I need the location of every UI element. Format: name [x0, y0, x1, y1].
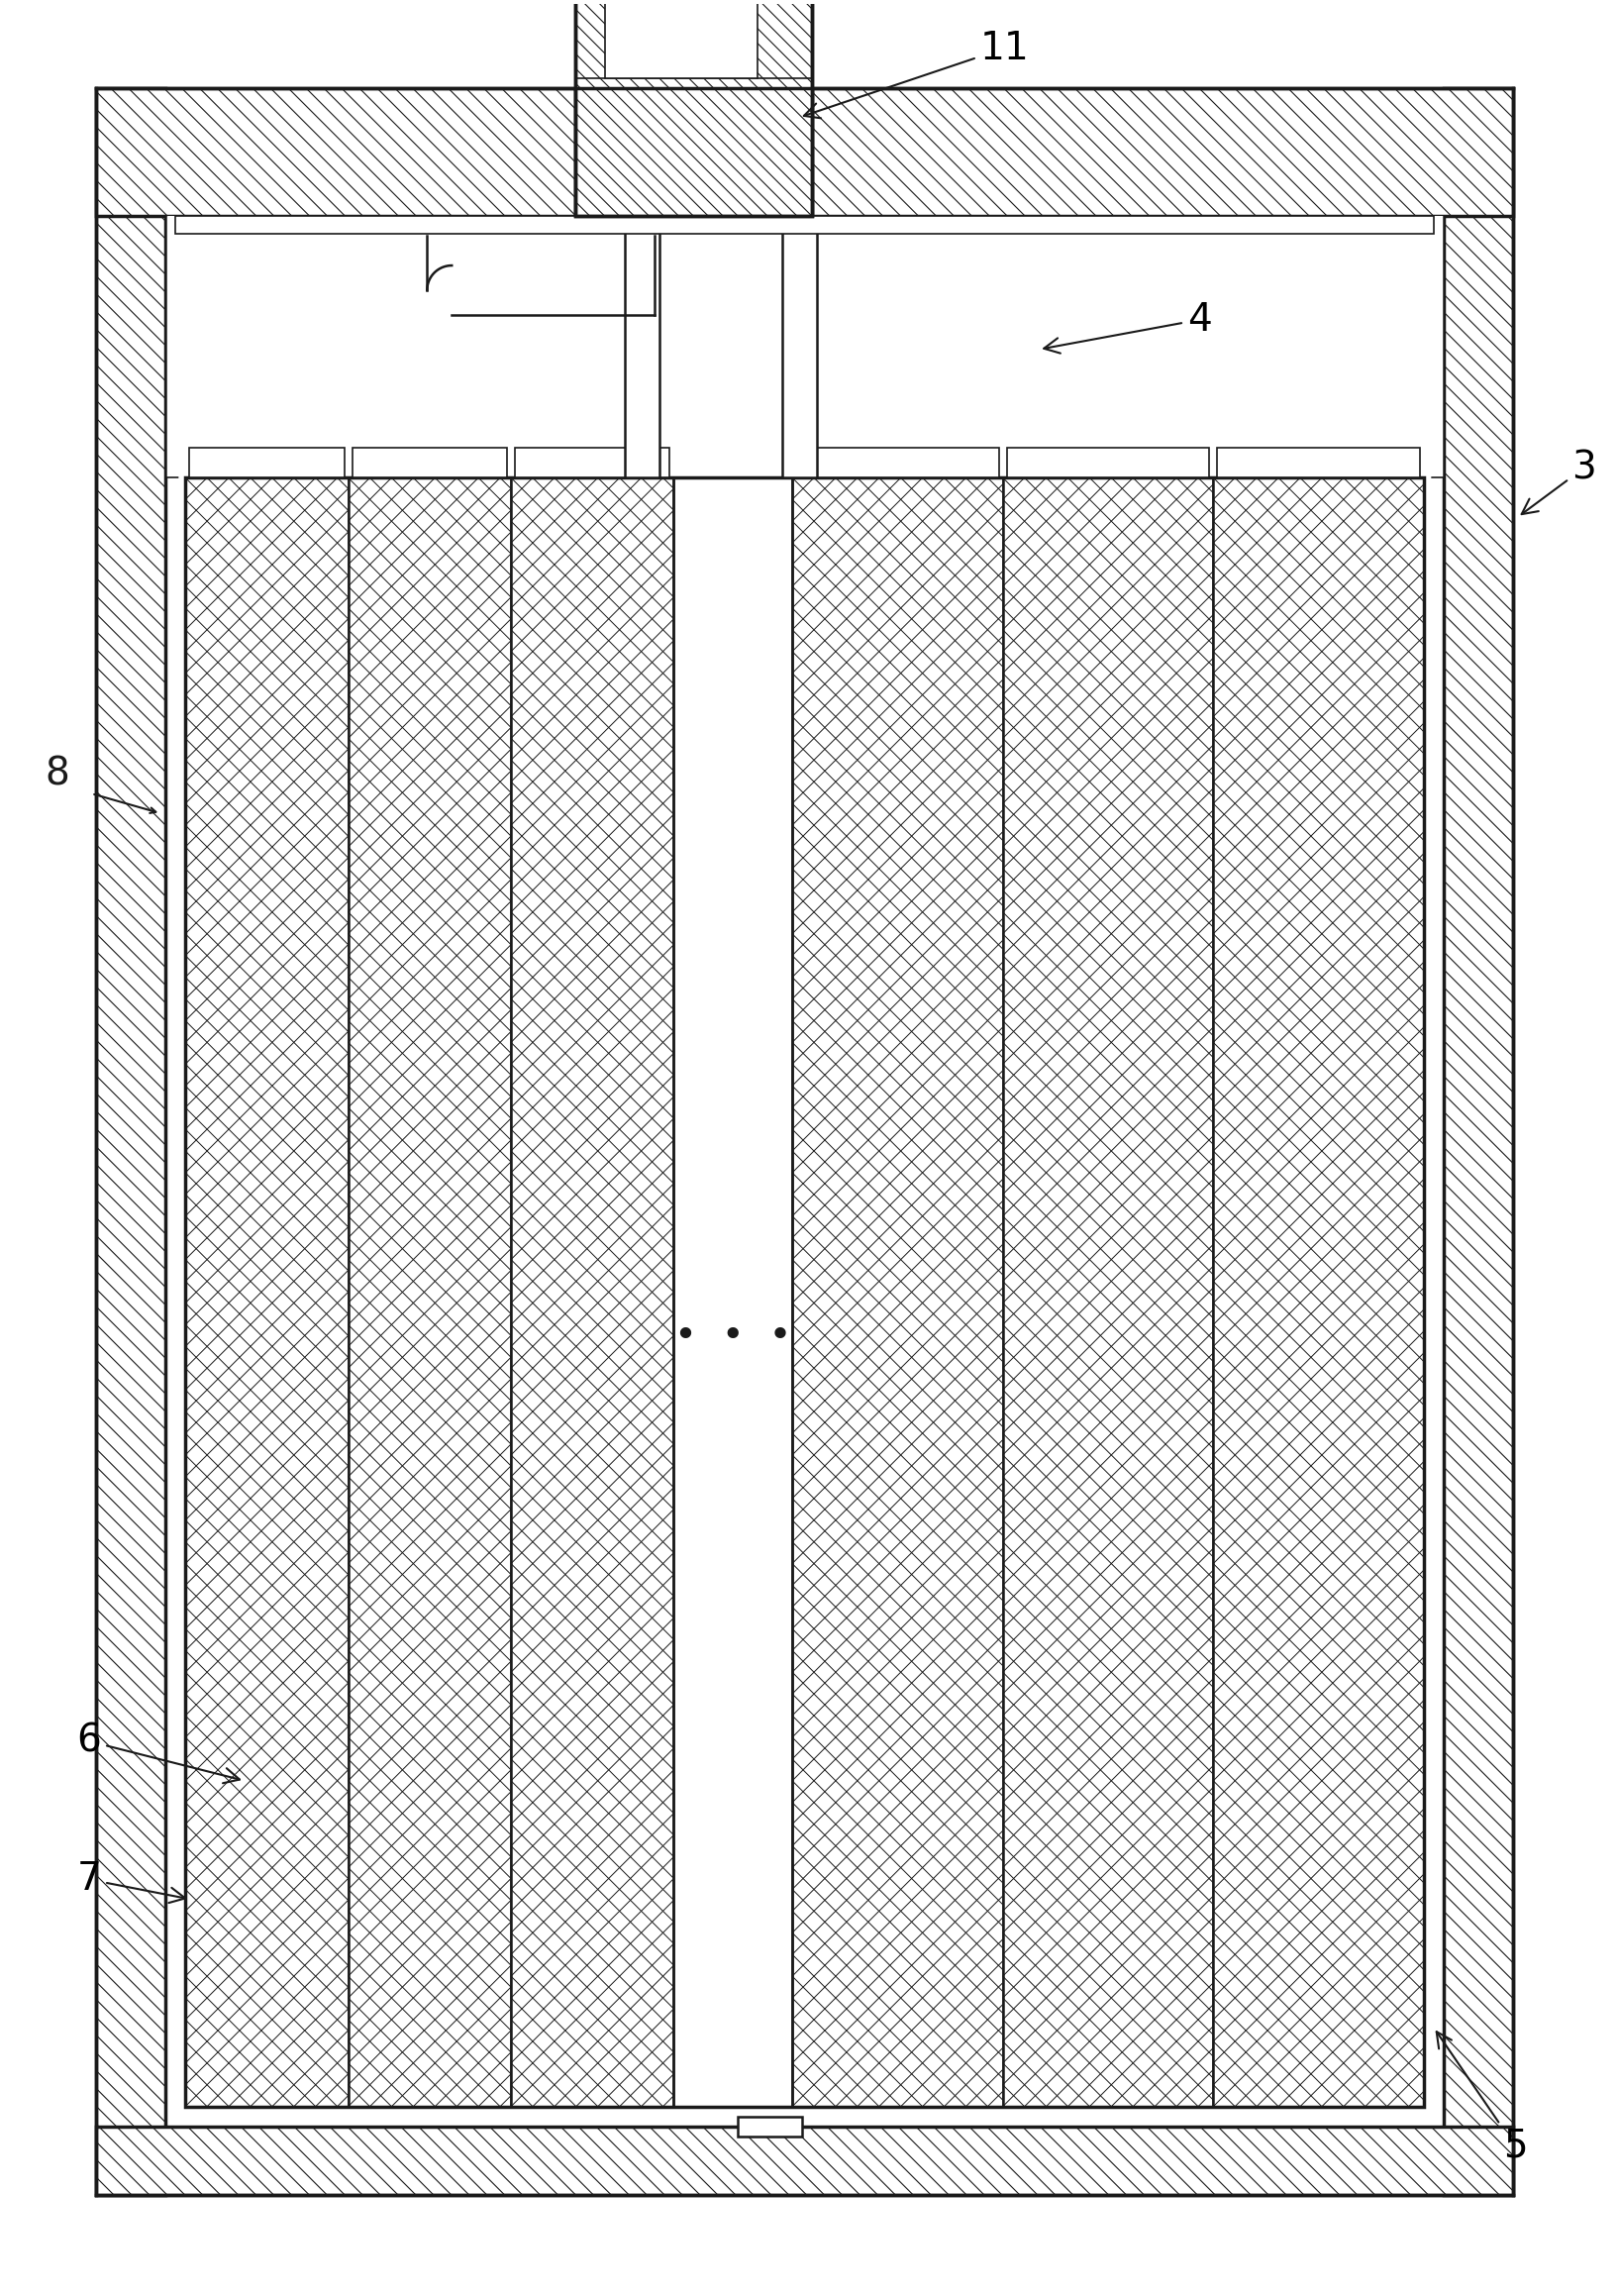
Bar: [186, 478, 1424, 2105]
Text: 11: 11: [804, 30, 1029, 117]
Bar: [1217, 448, 1421, 478]
Bar: [186, 478, 1424, 2105]
Bar: [1006, 448, 1209, 478]
Text: 7: 7: [76, 1860, 186, 1903]
Text: 8: 8: [45, 755, 70, 792]
Bar: [1003, 478, 1214, 2105]
Bar: [625, 216, 659, 478]
Text: 6: 6: [76, 1722, 239, 1784]
Bar: [796, 448, 998, 478]
Text: 5: 5: [1437, 2032, 1527, 2165]
Bar: [175, 216, 1434, 234]
Bar: [812, 87, 1513, 216]
Bar: [353, 448, 506, 478]
Bar: [793, 478, 1003, 2105]
Bar: [515, 448, 670, 478]
Bar: [97, 2126, 1513, 2195]
Bar: [186, 478, 348, 2105]
Bar: [1443, 87, 1513, 2195]
Bar: [511, 478, 673, 2105]
Bar: [574, 0, 812, 216]
Bar: [738, 2117, 803, 2135]
Bar: [165, 216, 1443, 478]
Bar: [97, 87, 574, 216]
Bar: [348, 478, 511, 2105]
Bar: [605, 0, 757, 78]
Text: 4: 4: [1044, 301, 1212, 354]
Text: •  •  •: • • •: [675, 1318, 791, 1355]
Bar: [574, 0, 812, 216]
Bar: [189, 448, 345, 478]
Bar: [783, 216, 817, 478]
Bar: [673, 478, 793, 2105]
Bar: [1214, 478, 1424, 2105]
Text: 3: 3: [1521, 450, 1597, 514]
Bar: [97, 87, 165, 2195]
